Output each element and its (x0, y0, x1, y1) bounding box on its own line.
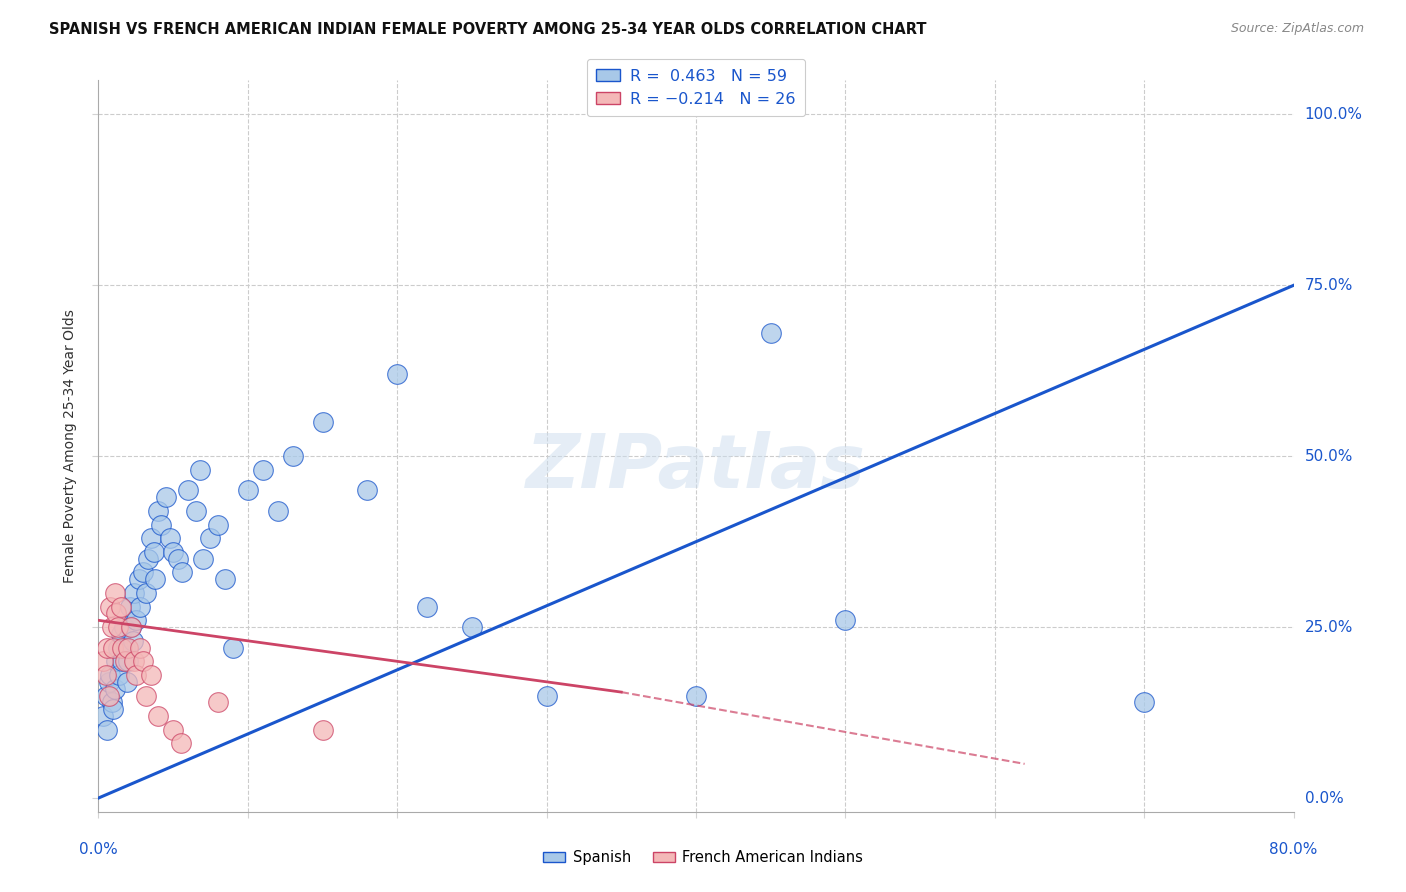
Point (115, 674, 138, 689)
Point (128, 572, 150, 586)
Point (385, 368, 409, 382)
Point (94, 668, 117, 682)
Point (416, 599, 439, 614)
Point (281, 449, 304, 463)
Point (98, 599, 122, 614)
Point (311, 723, 333, 737)
Point (125, 613, 148, 627)
Point (124, 586, 146, 600)
Point (200, 531, 222, 545)
Text: SPANISH VS FRENCH AMERICAN INDIAN FEMALE POVERTY AMONG 25-34 YEAR OLDS CORRELATI: SPANISH VS FRENCH AMERICAN INDIAN FEMALE… (49, 22, 927, 37)
Point (94, 689, 117, 703)
Point (104, 586, 127, 600)
Point (162, 723, 184, 737)
Point (103, 640, 125, 655)
Point (129, 640, 152, 655)
Point (150, 517, 173, 532)
Point (461, 620, 484, 634)
Point (111, 654, 134, 668)
Point (120, 620, 142, 634)
Point (214, 572, 236, 586)
Point (96, 723, 118, 737)
Point (101, 620, 124, 634)
Point (169, 736, 191, 750)
Point (207, 517, 229, 532)
Point (104, 681, 127, 696)
Point (155, 490, 177, 504)
Point (108, 668, 131, 682)
Legend: Spanish, French American Indians: Spanish, French American Indians (537, 845, 869, 871)
Point (139, 531, 162, 545)
Point (124, 654, 146, 668)
Text: 25.0%: 25.0% (1305, 620, 1353, 634)
Point (142, 545, 165, 559)
Point (159, 531, 181, 545)
Point (129, 599, 152, 614)
Point (117, 640, 139, 655)
Point (143, 572, 166, 586)
Point (172, 566, 194, 580)
Y-axis label: Female Poverty Among 25-34 Year Olds: Female Poverty Among 25-34 Year Olds (63, 309, 77, 583)
Point (536, 689, 558, 703)
Point (184, 504, 207, 518)
Point (91, 654, 114, 668)
Point (135, 586, 157, 600)
Point (97, 674, 120, 689)
Point (162, 545, 184, 559)
Point (139, 668, 162, 682)
Text: 100.0%: 100.0% (1305, 107, 1362, 122)
Point (207, 695, 229, 709)
Point (267, 504, 290, 518)
Point (759, 326, 782, 341)
Legend: R =  0.463   N = 59, R = −0.214   N = 26: R = 0.463 N = 59, R = −0.214 N = 26 (586, 59, 806, 116)
Point (148, 504, 170, 518)
Point (120, 620, 142, 634)
Point (121, 633, 143, 648)
Point (148, 709, 170, 723)
Point (166, 551, 188, 566)
Point (834, 613, 856, 627)
Text: 0.0%: 0.0% (1305, 790, 1343, 805)
Point (311, 415, 333, 429)
Point (96, 640, 118, 655)
Point (132, 654, 155, 668)
Point (117, 654, 139, 668)
Point (111, 640, 134, 655)
Point (132, 566, 155, 580)
Point (222, 640, 245, 655)
Point (107, 620, 129, 634)
Text: Source: ZipAtlas.com: Source: ZipAtlas.com (1230, 22, 1364, 36)
Point (110, 599, 132, 614)
Point (1133, 695, 1156, 709)
Point (105, 654, 128, 668)
Text: 80.0%: 80.0% (1270, 842, 1317, 857)
Point (236, 483, 259, 498)
Point (136, 551, 159, 566)
Point (118, 599, 141, 614)
Text: 75.0%: 75.0% (1305, 277, 1353, 293)
Point (105, 607, 128, 621)
Point (112, 620, 135, 634)
Point (356, 483, 378, 498)
Point (188, 463, 211, 477)
Point (98, 668, 122, 682)
Point (191, 551, 214, 566)
Text: 50.0%: 50.0% (1305, 449, 1353, 464)
Point (177, 483, 200, 498)
Text: ZIPatlas: ZIPatlas (526, 432, 866, 505)
Point (107, 640, 129, 655)
Point (97, 689, 120, 703)
Point (114, 654, 136, 668)
Point (685, 689, 707, 703)
Point (125, 668, 148, 682)
Point (103, 702, 125, 716)
Text: 0.0%: 0.0% (79, 842, 118, 857)
Point (135, 689, 157, 703)
Point (114, 640, 136, 655)
Point (91, 709, 114, 723)
Point (101, 695, 124, 709)
Point (252, 463, 274, 477)
Point (110, 627, 132, 641)
